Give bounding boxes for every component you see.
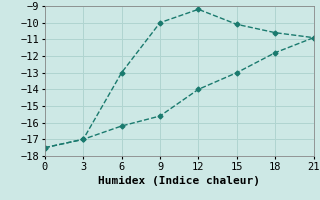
X-axis label: Humidex (Indice chaleur): Humidex (Indice chaleur)	[98, 176, 260, 186]
